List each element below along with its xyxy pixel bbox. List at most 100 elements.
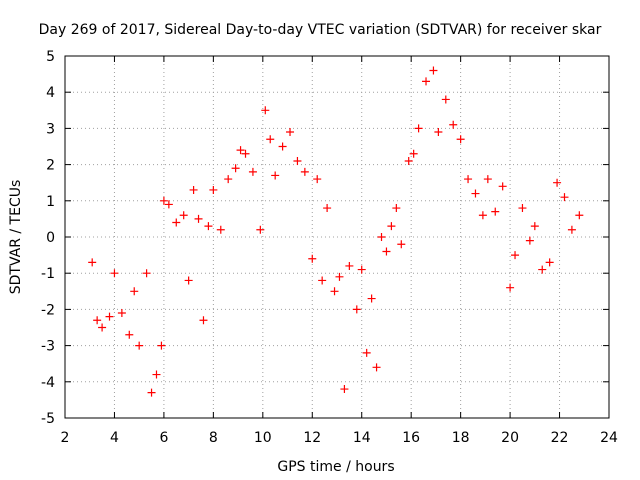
data-point (553, 178, 562, 187)
x-tick-label: 16 (402, 430, 420, 446)
y-tick-label: 5 (46, 49, 55, 65)
data-point (498, 182, 507, 191)
y-axis-label: SDTVAR / TECUs (8, 180, 24, 295)
data-point (157, 341, 166, 350)
data-point (434, 128, 443, 137)
x-tick-label: 20 (501, 430, 519, 446)
x-tick-label: 4 (110, 430, 119, 446)
data-point (404, 156, 413, 165)
data-point (93, 316, 102, 325)
data-point (224, 175, 233, 184)
data-point (179, 211, 188, 220)
data-point (152, 370, 161, 379)
data-point (575, 211, 584, 220)
data-point (286, 128, 295, 137)
data-point (318, 276, 327, 285)
data-point (372, 363, 381, 372)
data-point (330, 287, 339, 296)
data-point (323, 204, 332, 213)
x-tick-label: 18 (452, 430, 470, 446)
data-point (392, 204, 401, 213)
data-point (98, 323, 107, 332)
data-point (414, 124, 423, 133)
data-point (382, 247, 391, 256)
y-tick-label: 0 (46, 230, 55, 246)
data-point (362, 348, 371, 357)
data-point (313, 175, 322, 184)
x-axis-label: GPS time / hours (277, 459, 394, 475)
data-point (483, 175, 492, 184)
data-point (352, 305, 361, 314)
data-point (261, 106, 270, 115)
data-point (560, 193, 569, 202)
data-point (172, 218, 181, 227)
data-point (147, 388, 156, 397)
data-point (194, 214, 203, 223)
data-point (511, 251, 520, 260)
data-point (567, 225, 576, 234)
data-point (429, 66, 438, 75)
data-point (300, 167, 309, 176)
data-point (340, 385, 349, 394)
data-point (545, 258, 554, 267)
data-point (159, 196, 168, 205)
grid-lines (65, 56, 609, 418)
data-point (471, 189, 480, 198)
y-tick-label: -1 (41, 266, 55, 282)
data-point (135, 341, 144, 350)
plot-frame (64, 55, 610, 419)
x-tick-label: 2 (61, 430, 70, 446)
data-point (464, 175, 473, 184)
data-point (142, 269, 151, 278)
y-tick-label: -4 (41, 375, 55, 391)
data-point (248, 167, 257, 176)
data-point (456, 135, 465, 144)
data-point (125, 330, 134, 339)
data-point (236, 146, 245, 155)
x-tick-label: 12 (303, 430, 321, 446)
data-point (88, 258, 97, 267)
data-point (422, 77, 431, 86)
data-point (441, 95, 450, 104)
x-tick-label: 10 (254, 430, 272, 446)
data-point (256, 225, 265, 234)
data-point (335, 272, 344, 281)
data-point (271, 171, 280, 180)
data-point (199, 316, 208, 325)
data-point (278, 142, 287, 151)
y-tick-label: 4 (46, 85, 55, 101)
data-point (530, 222, 539, 231)
y-tick-label: 2 (46, 158, 55, 174)
data-point (130, 287, 139, 296)
y-tick-label: -5 (41, 411, 55, 427)
y-tick-label: -3 (41, 339, 55, 355)
data-point (357, 265, 366, 274)
data-point (117, 309, 126, 318)
x-tick-label: 22 (551, 430, 569, 446)
data-point (506, 283, 515, 292)
data-point (491, 207, 500, 216)
data-point (397, 240, 406, 249)
x-tick-label: 8 (209, 430, 218, 446)
data-point (231, 164, 240, 173)
x-tick-label: 14 (353, 430, 371, 446)
data-point (518, 204, 527, 213)
data-point (478, 211, 487, 220)
data-point (449, 120, 458, 129)
data-point (209, 185, 218, 194)
x-tick-label: 6 (159, 430, 168, 446)
data-point (409, 149, 418, 158)
data-point (293, 156, 302, 165)
data-point (241, 149, 250, 158)
data-point (387, 222, 396, 231)
chart-title: Day 269 of 2017, Sidereal Day-to-day VTE… (39, 22, 602, 38)
data-point (538, 265, 547, 274)
data-point (308, 254, 317, 263)
data-point (204, 222, 213, 231)
data-point (525, 236, 534, 245)
data-point (216, 225, 225, 234)
data-point (189, 185, 198, 194)
data-point (266, 135, 275, 144)
